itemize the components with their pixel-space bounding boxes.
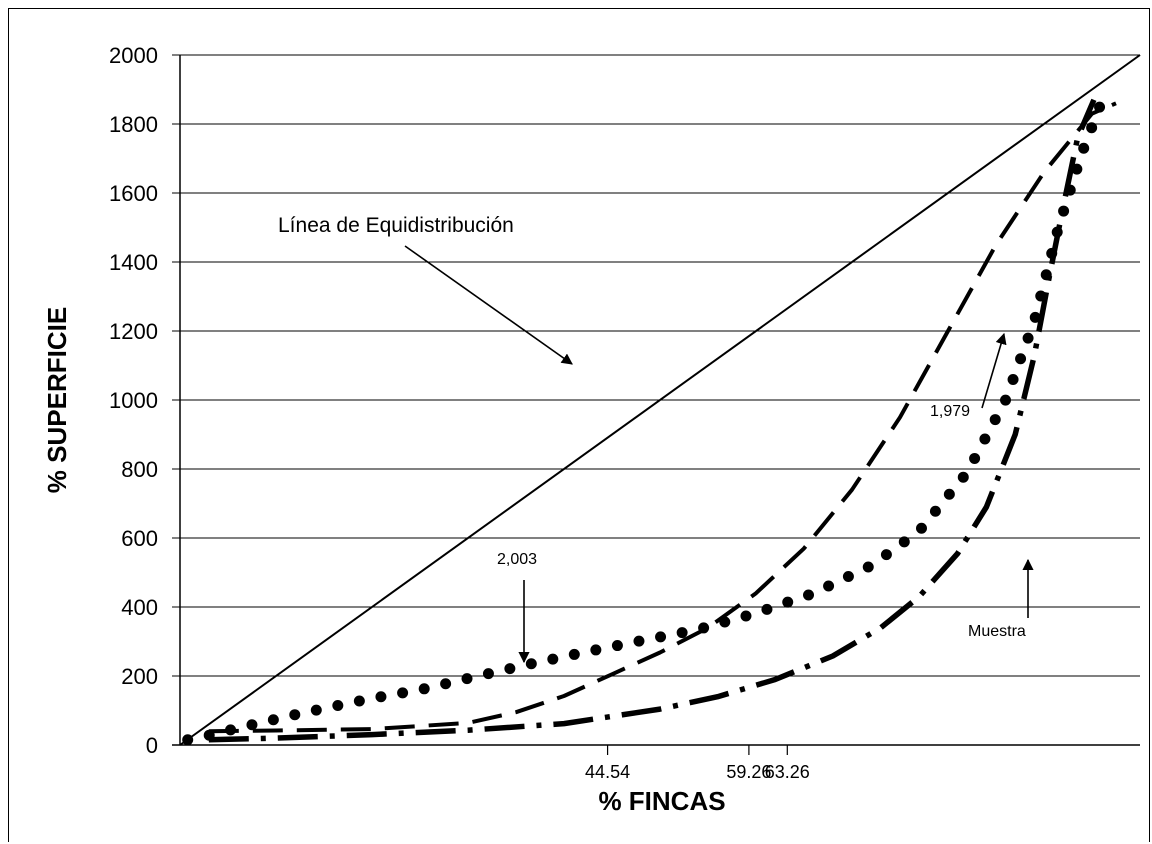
y-tick-label: 1600 bbox=[109, 181, 158, 206]
x-tick-label: 44.54 bbox=[585, 762, 630, 782]
y-tick-label: 1000 bbox=[109, 388, 158, 413]
gridlines bbox=[172, 54, 1140, 746]
y-tick-label: 800 bbox=[121, 457, 158, 482]
y-tick-label: 1200 bbox=[109, 319, 158, 344]
series-line-dashed bbox=[208, 101, 1117, 734]
y-tick-label: 1400 bbox=[109, 250, 158, 275]
y-axis-title: % SUPERFICIE bbox=[42, 307, 72, 493]
annotation-1979-arrow bbox=[981, 332, 1007, 409]
annotation-2003: 2,003 bbox=[497, 551, 537, 568]
series-layer bbox=[179, 54, 1141, 746]
chart-frame bbox=[8, 8, 1150, 842]
series-line-dash-dot bbox=[208, 98, 1097, 743]
y-tick-label: 1800 bbox=[109, 112, 158, 137]
x-tick-label: 63.26 bbox=[765, 762, 810, 782]
y-tick-label: 0 bbox=[146, 733, 158, 758]
annotation-equidistribution-arrow bbox=[404, 245, 573, 365]
x-axis-title: % FINCAS bbox=[598, 786, 725, 816]
x-tick-label: 59.26 bbox=[726, 762, 771, 782]
annotation-equidistribution: Línea de Equidistribución bbox=[278, 214, 514, 237]
series-line-solid bbox=[179, 54, 1141, 746]
y-axis-ticks: 0 200 400 600 800 1000 1200 1400 1600 1800 2000 bbox=[109, 43, 158, 758]
y-tick-label: 400 bbox=[121, 595, 158, 620]
y-tick-label: 2000 bbox=[109, 43, 158, 68]
y-tick-label: 200 bbox=[121, 664, 158, 689]
annotation-muestra: Muestra bbox=[968, 623, 1026, 640]
annotation-1979: 1,979 bbox=[930, 403, 970, 420]
y-tick-label: 600 bbox=[121, 526, 158, 551]
series-line-dotted bbox=[182, 101, 1106, 746]
